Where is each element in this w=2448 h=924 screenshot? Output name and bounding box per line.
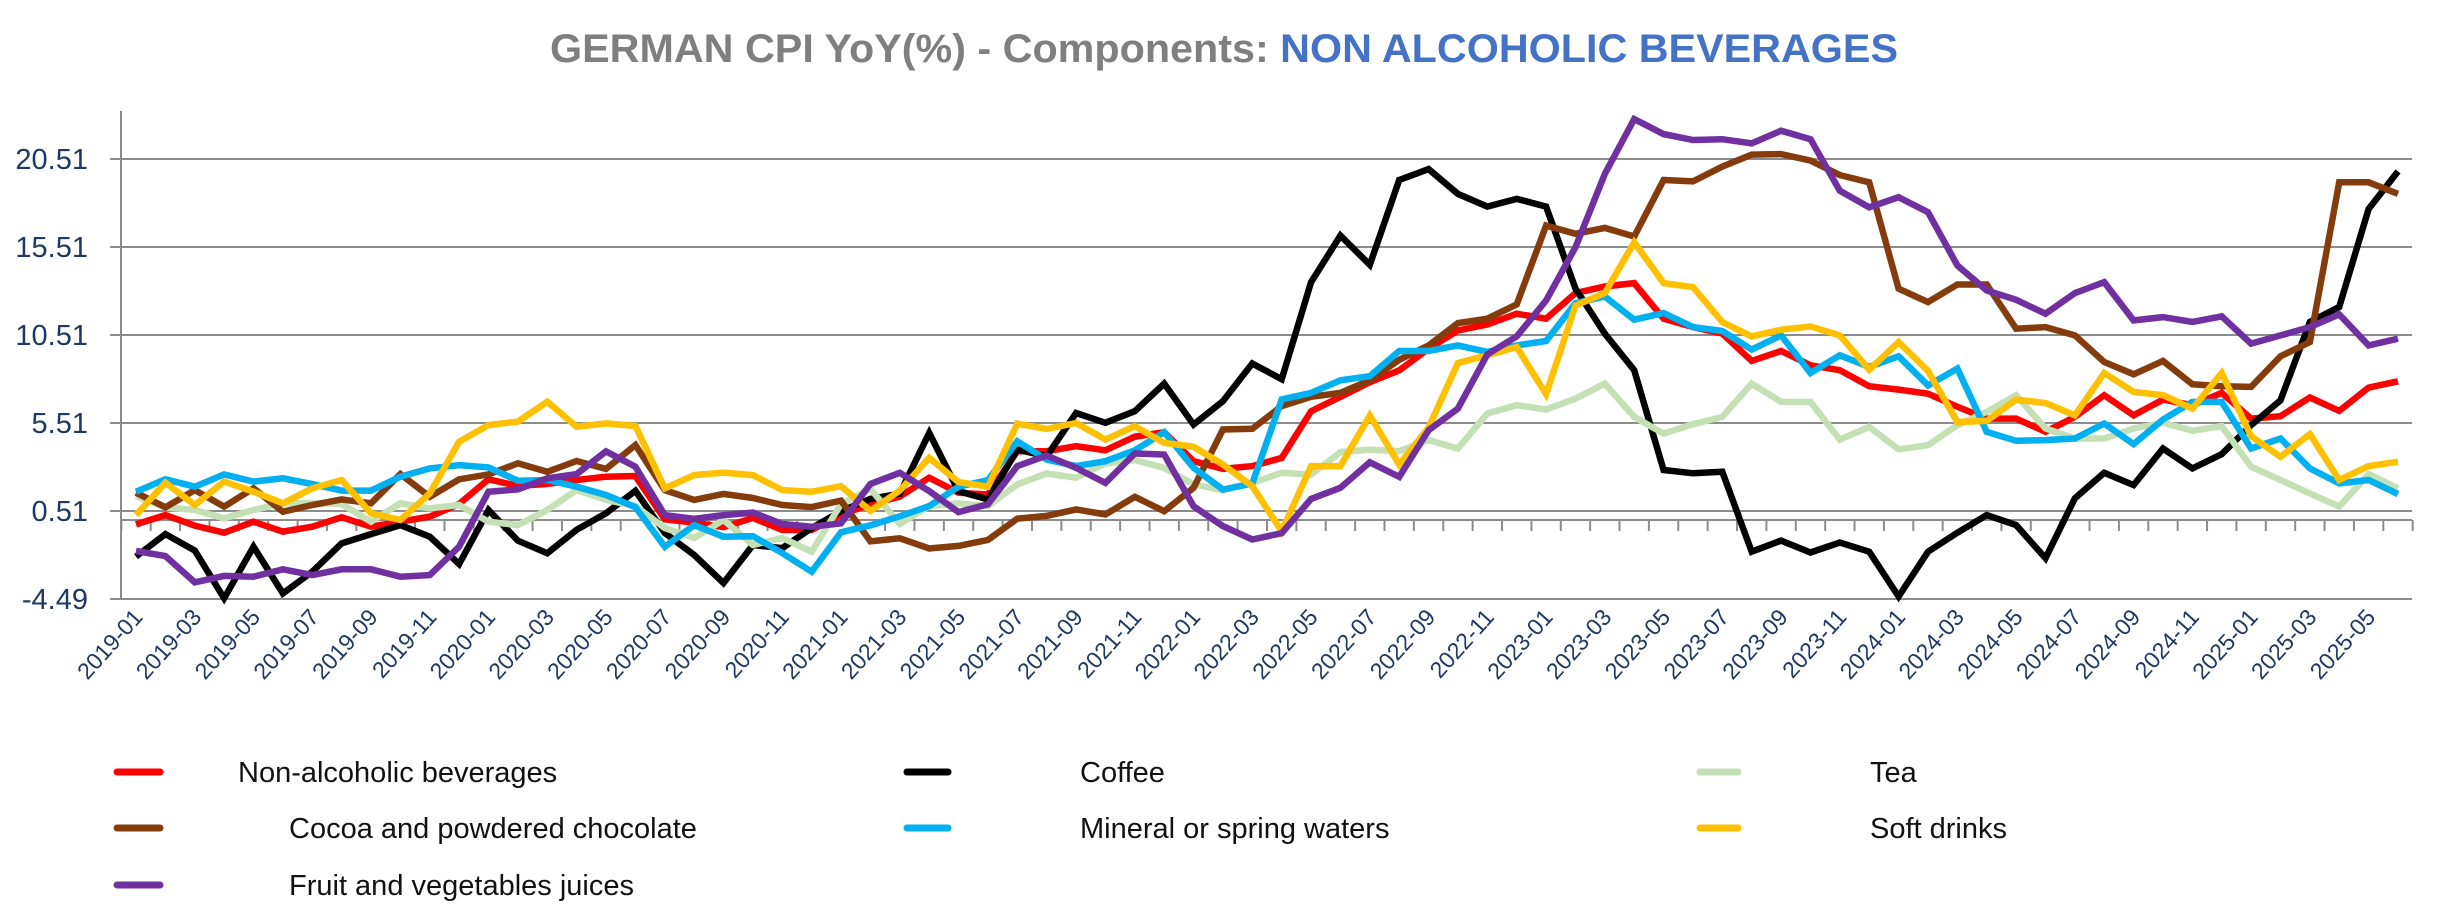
chart-title: GERMAN CPI YoY(%) - Components: NON ALCO… bbox=[550, 27, 1898, 71]
series-line-mineral-or-spring-waters bbox=[134, 292, 2400, 577]
series-line-soft-drinks bbox=[133, 236, 2399, 538]
legend-label-juices: Fruit and vegetables juices bbox=[289, 870, 634, 902]
y-tick-label: 20.51 bbox=[15, 144, 88, 176]
series-line-fruit-and-vegetables-juices bbox=[135, 114, 2399, 586]
legend-item-non-alcoholic-beverages[interactable]: Non-alcoholic beverages bbox=[113, 757, 557, 789]
series-line-cocoa-and-powdered-chocolate bbox=[134, 150, 2400, 552]
series-line-coffee bbox=[134, 165, 2401, 605]
y-tick-label: 0.51 bbox=[32, 496, 88, 528]
legend-item-cocoa[interactable]: Cocoa and powdered chocolate bbox=[113, 813, 697, 845]
legend-label-mineral-waters: Mineral or spring waters bbox=[1080, 813, 1389, 845]
legend-item-mineral-waters[interactable]: Mineral or spring waters bbox=[903, 813, 1389, 845]
legend-item-juices[interactable]: Fruit and vegetables juices bbox=[113, 870, 634, 902]
legend-item-coffee[interactable]: Coffee bbox=[903, 757, 1165, 789]
y-tick-label: -4.49 bbox=[22, 584, 88, 616]
legend-item-tea[interactable]: Tea bbox=[1696, 757, 1918, 789]
chart-title-highlight: NON ALCOHOLIC BEVERAGES bbox=[1280, 27, 1898, 71]
series-lines bbox=[133, 114, 2401, 605]
legend-label-coffee: Coffee bbox=[1080, 757, 1165, 789]
chart-title-prefix: GERMAN CPI YoY(%) - Components: bbox=[550, 27, 1280, 71]
legend-label-cocoa: Cocoa and powdered chocolate bbox=[289, 813, 697, 845]
y-axis-tick-labels: -4.49 0.51 5.51 10.51 15.51 20.51 bbox=[15, 144, 88, 616]
legend-label-tea: Tea bbox=[1870, 757, 1918, 789]
y-tick-label: 15.51 bbox=[15, 232, 88, 264]
y-tick-label: 10.51 bbox=[15, 320, 88, 352]
legend: Non-alcoholic beverages Coffee Tea Cocoa… bbox=[113, 757, 2007, 902]
series-line-non-alcoholic-beverages bbox=[135, 279, 2399, 537]
legend-item-soft-drinks[interactable]: Soft drinks bbox=[1696, 813, 2007, 845]
y-tick-label: 5.51 bbox=[32, 408, 88, 440]
legend-label-non-alcoholic-beverages: Non-alcoholic beverages bbox=[238, 757, 557, 789]
legend-label-soft-drinks: Soft drinks bbox=[1870, 813, 2007, 845]
